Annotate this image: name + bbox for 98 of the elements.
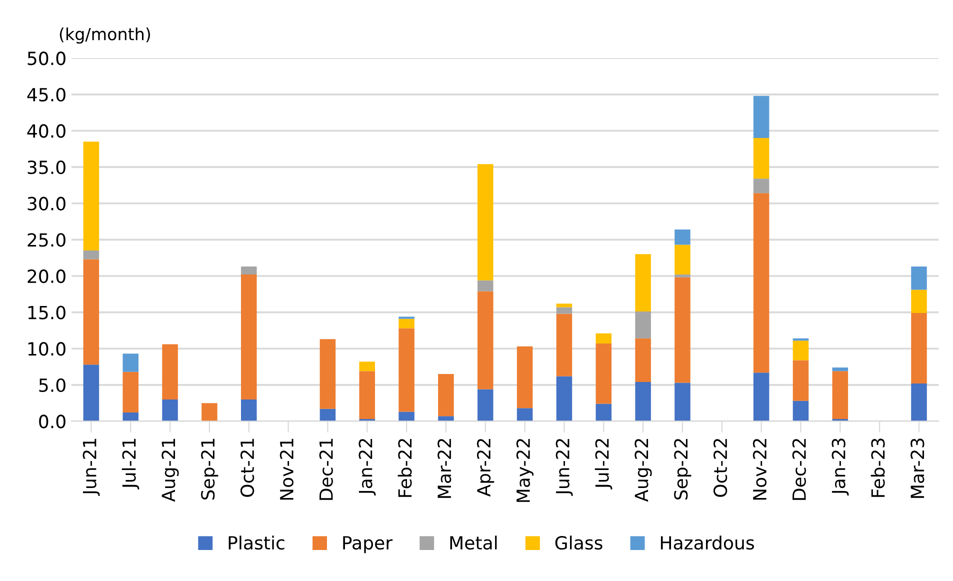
bar xyxy=(477,389,494,422)
bar xyxy=(83,142,100,251)
legend-label: Glass xyxy=(555,536,602,550)
bar xyxy=(911,313,927,384)
bar xyxy=(438,374,454,416)
x-tick-label: Jun-22 xyxy=(556,439,573,496)
bar xyxy=(122,412,138,422)
legend-label: Plastic xyxy=(228,536,284,550)
x-tick-label: Feb-23 xyxy=(870,438,885,497)
x-tick-label: May-22 xyxy=(516,439,534,502)
bar xyxy=(674,382,690,422)
bar xyxy=(674,277,690,383)
bar xyxy=(398,412,414,422)
x-tick-label: Mar-23 xyxy=(910,438,924,498)
x-tick-label: Feb-22 xyxy=(398,439,412,497)
bar xyxy=(792,400,809,422)
x-tick-label: Mar-22 xyxy=(438,439,452,498)
x-tick-label: Jan-23 xyxy=(832,438,849,496)
x-tick-label: Dec-22 xyxy=(792,439,806,500)
bar xyxy=(792,340,809,360)
bar xyxy=(516,408,533,422)
bar xyxy=(753,178,770,194)
bar xyxy=(674,244,690,275)
bar xyxy=(320,339,336,409)
bar xyxy=(753,138,770,179)
bar xyxy=(83,259,100,365)
bar xyxy=(792,338,809,341)
bar xyxy=(438,416,454,422)
x-tick-label: Jul-22 xyxy=(594,439,612,490)
bar xyxy=(753,372,770,422)
legend-label: Paper xyxy=(343,536,393,554)
legend-label: Metal xyxy=(450,536,497,550)
y-tick-label: 50.0 xyxy=(28,52,66,66)
x-tick-label: Aug-22 xyxy=(634,439,652,502)
y-tick-label: 25.0 xyxy=(28,233,66,247)
y-tick-label: 20.0 xyxy=(28,269,66,284)
legend-label: Hazardous xyxy=(660,536,754,550)
bar xyxy=(911,383,927,422)
bar xyxy=(635,382,651,422)
x-tick-label: Oct-21 xyxy=(240,438,254,497)
bar xyxy=(596,333,612,344)
x-tick-label: Aug-21 xyxy=(162,438,179,502)
bar xyxy=(635,254,651,312)
y-tick-label: 10.0 xyxy=(28,342,66,356)
bar xyxy=(398,318,414,328)
bar xyxy=(753,193,770,373)
bar xyxy=(240,399,257,422)
y-tick-label: 30.0 xyxy=(28,196,66,210)
x-tick-label: Jul-21 xyxy=(122,438,140,490)
bar xyxy=(911,266,927,290)
bar xyxy=(320,408,336,422)
y-tick-label: 5.0 xyxy=(39,378,66,392)
bar xyxy=(674,229,690,245)
bar xyxy=(240,274,257,400)
bar xyxy=(596,344,612,404)
x-tick-label: Sep-21 xyxy=(201,438,218,500)
bar xyxy=(635,312,651,338)
bar xyxy=(359,371,376,420)
y-tick-label: 45.0 xyxy=(27,88,66,102)
bar xyxy=(832,367,848,372)
bar xyxy=(596,404,612,422)
bar xyxy=(240,266,257,275)
y-tick-label: 15.0 xyxy=(28,306,66,320)
y-tick-label: 40.0 xyxy=(27,124,66,138)
bar xyxy=(753,96,770,138)
bar xyxy=(792,360,809,401)
bar xyxy=(202,403,218,422)
bar xyxy=(398,328,414,412)
bar xyxy=(635,338,651,382)
x-tick-label: Oct-22 xyxy=(713,439,728,497)
y-axis-title: (kg/month) xyxy=(60,27,150,44)
bar xyxy=(556,376,572,422)
x-tick-label: Nov-21 xyxy=(280,438,294,500)
x-tick-label: Sep-22 xyxy=(674,439,692,500)
bar xyxy=(83,250,100,260)
x-tick-label: Nov-22 xyxy=(752,439,767,500)
x-tick-label: Apr-22 xyxy=(476,439,494,497)
x-tick-label: Jun-21 xyxy=(82,438,100,496)
bar xyxy=(83,364,100,422)
bar xyxy=(556,304,572,308)
y-tick-label: 35.0 xyxy=(28,160,66,174)
bar xyxy=(122,354,138,372)
bar xyxy=(556,314,572,376)
bar xyxy=(832,371,848,420)
bar xyxy=(122,372,138,413)
bar xyxy=(674,274,690,278)
bar xyxy=(477,291,494,390)
bar xyxy=(911,290,927,314)
bar xyxy=(162,344,178,400)
bar xyxy=(556,307,572,314)
bar xyxy=(477,280,494,292)
bar xyxy=(516,346,533,408)
y-tick-label: 0.0 xyxy=(39,414,66,428)
bar xyxy=(477,164,494,280)
x-tick-label: Jan-22 xyxy=(358,439,376,496)
bar xyxy=(162,399,178,422)
bar xyxy=(359,362,376,372)
x-tick-label: Dec-21 xyxy=(319,438,333,500)
